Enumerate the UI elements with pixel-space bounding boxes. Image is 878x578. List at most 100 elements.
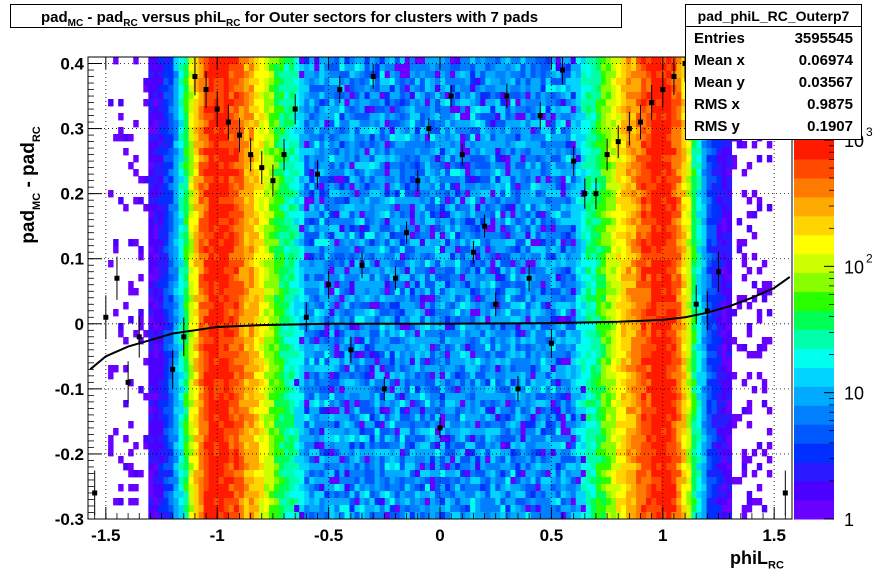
heatmap-cell — [223, 344, 230, 352]
heatmap-cell — [309, 337, 315, 345]
heatmap-cell — [253, 351, 260, 359]
heatmap-cell — [384, 344, 391, 352]
heatmap-cell — [213, 344, 220, 352]
heatmap-cell — [490, 379, 496, 387]
heatmap-cell — [188, 351, 194, 359]
heatmap-cell — [158, 393, 164, 401]
heatmap-cell — [399, 351, 406, 359]
heatmap-cell — [218, 113, 225, 121]
heatmap-cell — [223, 253, 230, 261]
heatmap-cell — [304, 512, 310, 520]
heatmap-cell — [193, 197, 200, 205]
heatmap-cell — [264, 57, 270, 65]
heatmap-cell — [359, 162, 365, 170]
heatmap-cell — [480, 78, 486, 86]
heatmap-cell — [389, 71, 396, 79]
heatmap-cell — [269, 64, 275, 72]
heatmap-cell — [440, 400, 446, 408]
heatmap-cell — [148, 85, 154, 93]
heatmap-cell — [374, 183, 381, 191]
heatmap-cell — [193, 442, 200, 450]
heatmap-cell — [143, 330, 149, 338]
heatmap-cell — [188, 449, 194, 457]
heatmap-cell — [404, 71, 411, 79]
heatmap-cell — [183, 85, 189, 93]
heatmap-cell — [183, 512, 189, 520]
heatmap-cell — [158, 120, 164, 128]
heatmap-cell — [228, 407, 235, 415]
heatmap-cell — [183, 407, 189, 415]
heatmap-cell — [404, 246, 411, 254]
heatmap-cell — [329, 281, 335, 289]
heatmap-cell — [208, 442, 215, 450]
heatmap-cell — [450, 176, 456, 184]
heatmap-cell — [168, 400, 174, 408]
heatmap-cell — [409, 477, 416, 485]
heatmap-cell — [223, 288, 230, 296]
heatmap-cell — [384, 477, 391, 485]
heatmap-cell — [228, 295, 235, 303]
heatmap-cell — [213, 309, 220, 317]
heatmap-cell — [258, 288, 265, 296]
heatmap-cell — [359, 288, 365, 296]
heatmap-cell — [178, 57, 184, 65]
heatmap-cell — [309, 267, 315, 275]
heatmap-cell — [424, 365, 431, 373]
heatmap-cell — [148, 512, 154, 520]
heatmap-cell — [480, 344, 486, 352]
heatmap-cell — [389, 239, 396, 247]
heatmap-cell — [344, 176, 350, 184]
heatmap-cell — [409, 239, 416, 247]
heatmap-cell — [424, 400, 431, 408]
heatmap-cell — [429, 379, 436, 387]
heatmap-cell — [153, 169, 159, 177]
heatmap-cell — [354, 484, 360, 492]
heatmap-cell — [429, 421, 436, 429]
heatmap-cell — [399, 414, 406, 422]
heatmap-cell — [369, 400, 376, 408]
heatmap-cell — [404, 218, 411, 226]
heatmap-cell — [460, 470, 466, 478]
heatmap-cell — [374, 288, 381, 296]
heatmap-cell — [178, 155, 184, 163]
heatmap-cell — [480, 505, 486, 513]
heatmap-cell — [173, 351, 179, 359]
heatmap-cell — [384, 162, 391, 170]
heatmap-cell — [429, 463, 436, 471]
heatmap-cell — [289, 176, 295, 184]
heatmap-cell — [248, 400, 255, 408]
heatmap-cell — [510, 435, 516, 443]
heatmap-cell — [264, 323, 270, 331]
heatmap-cell — [500, 323, 506, 331]
heatmap-cell — [434, 64, 441, 72]
heatmap-cell — [238, 372, 245, 380]
heatmap-cell — [349, 120, 355, 128]
heatmap-cell — [520, 155, 526, 163]
heatmap-cell — [304, 484, 310, 492]
heatmap-cell — [354, 197, 360, 205]
heatmap-cell — [329, 330, 335, 338]
heatmap-cell — [243, 365, 250, 373]
heatmap-cell — [284, 113, 290, 121]
heatmap-cell — [228, 449, 235, 457]
heatmap-cell — [319, 358, 325, 366]
heatmap-cell — [183, 442, 189, 450]
heatmap-cell — [455, 239, 461, 247]
heatmap-cell — [379, 463, 386, 471]
heatmap-cell — [178, 491, 184, 499]
heatmap-cell — [279, 204, 285, 212]
heatmap-cell — [223, 92, 230, 100]
heatmap-cell — [178, 239, 184, 247]
heatmap-cell — [173, 428, 179, 436]
heatmap-cell — [269, 512, 275, 520]
heatmap-cell — [173, 470, 179, 478]
heatmap-cell — [218, 211, 225, 219]
heatmap-cell — [429, 393, 436, 401]
heatmap-cell — [309, 449, 315, 457]
heatmap-cell — [248, 372, 255, 380]
heatmap-cell — [455, 127, 461, 135]
heatmap-cell — [198, 260, 205, 268]
heatmap-cell — [495, 71, 501, 79]
heatmap-cell — [178, 78, 184, 86]
heatmap-cell — [424, 309, 431, 317]
